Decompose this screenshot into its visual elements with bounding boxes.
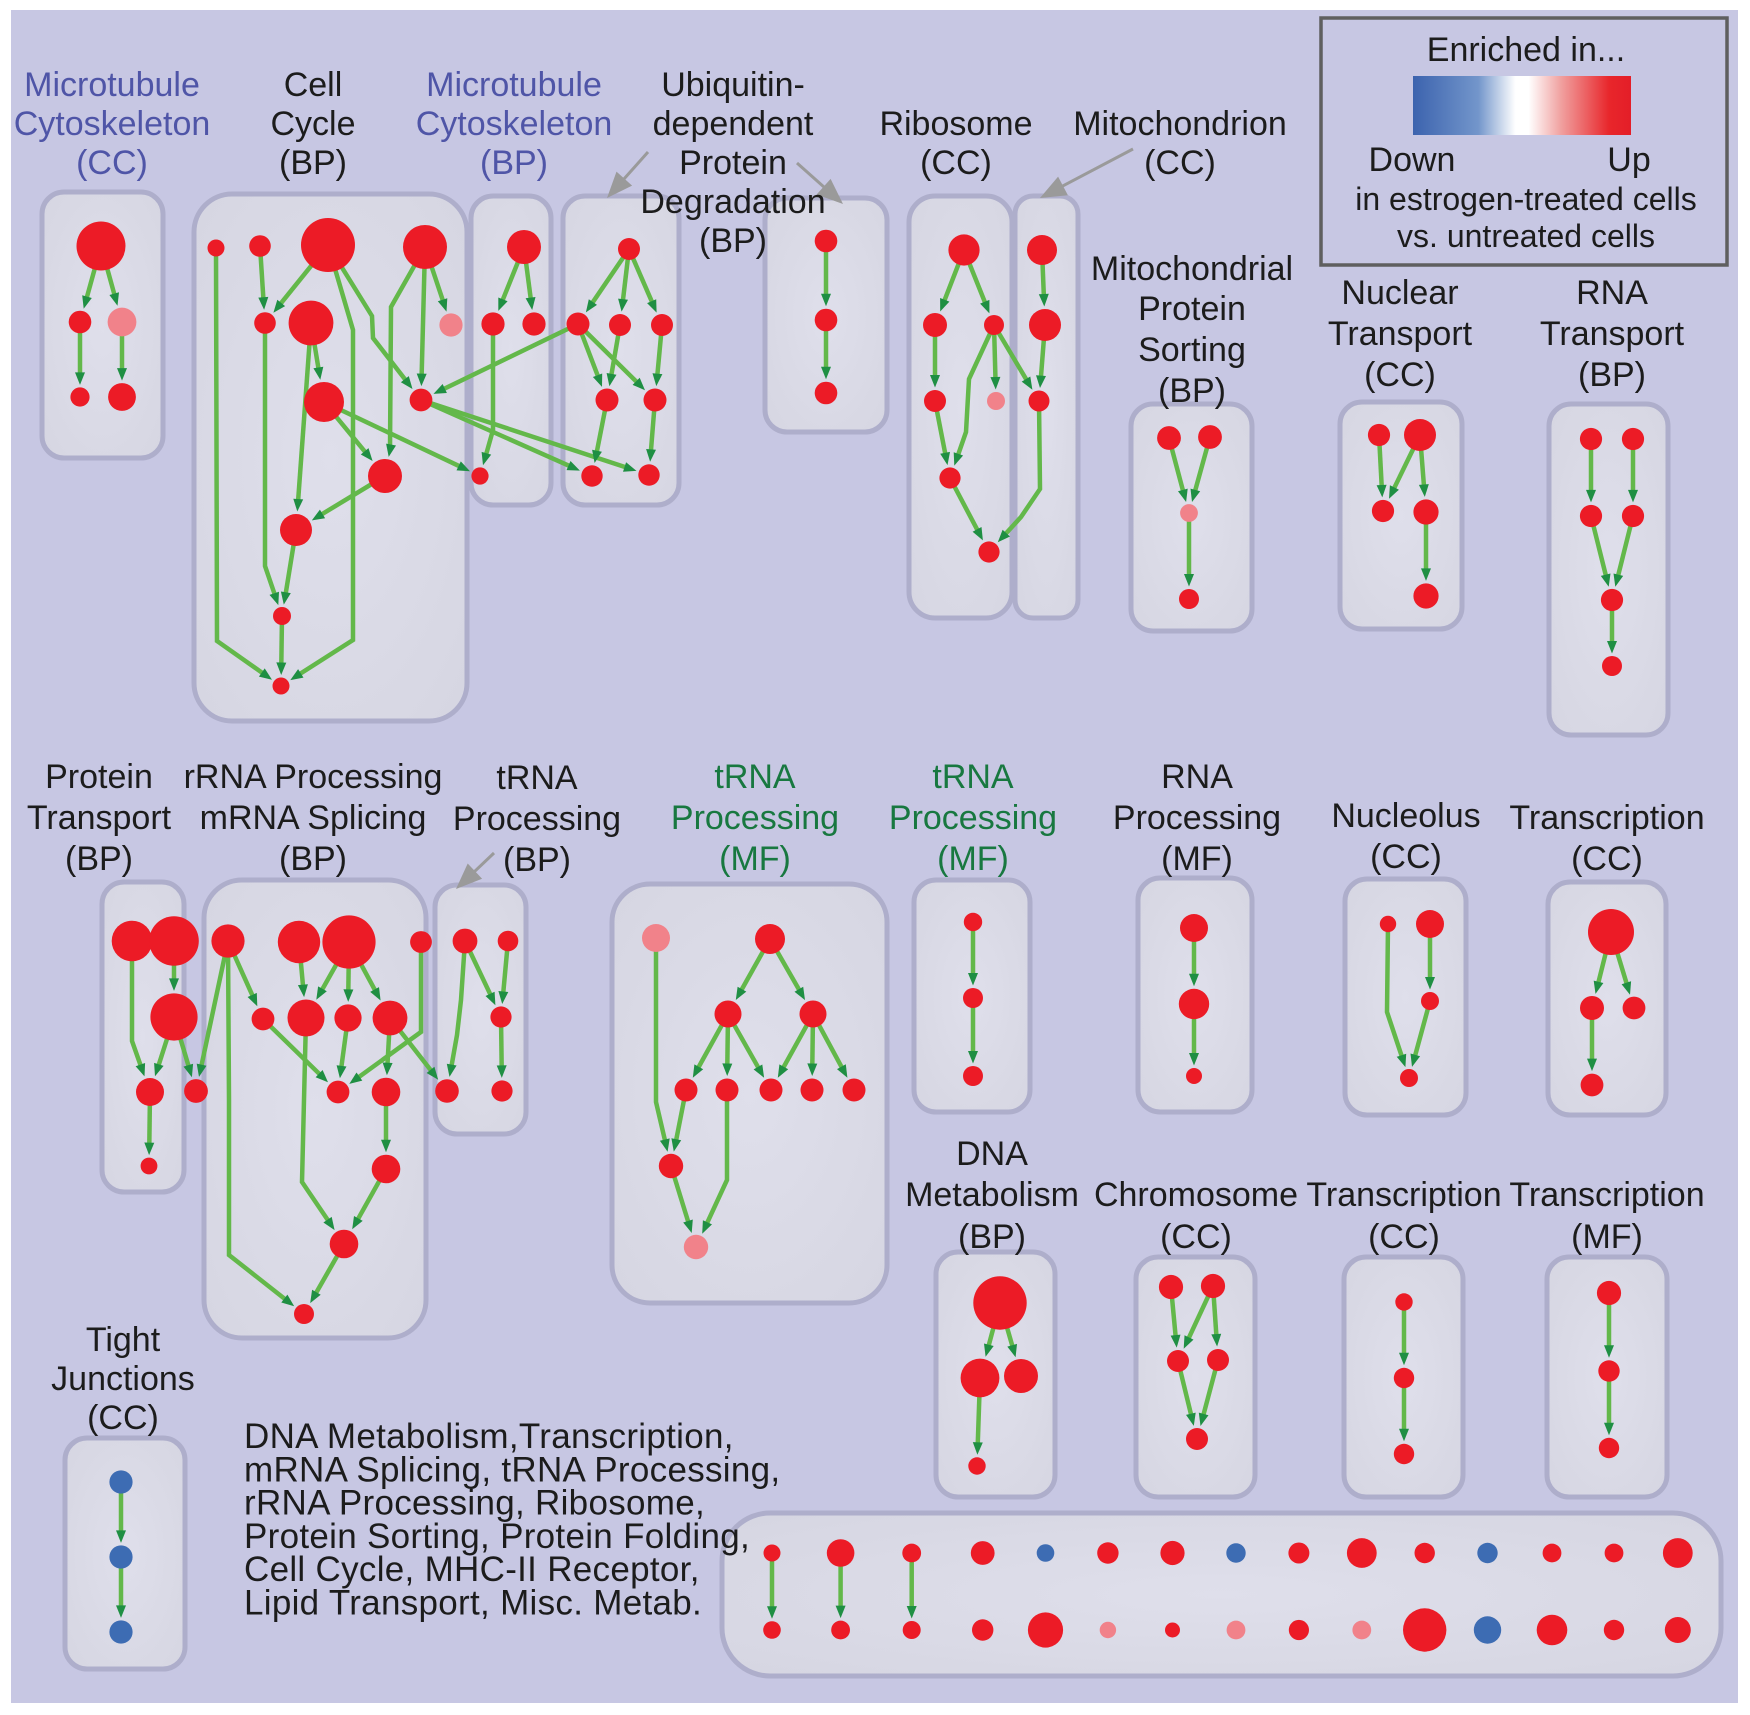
svg-text:Mitochondrion: Mitochondrion xyxy=(1073,105,1287,143)
svg-text:Protein: Protein xyxy=(1138,290,1246,328)
svg-text:Lipid Transport, Misc. Metab.: Lipid Transport, Misc. Metab. xyxy=(244,1584,702,1623)
svg-text:tRNA: tRNA xyxy=(714,758,796,796)
svg-text:(MF): (MF) xyxy=(1571,1218,1643,1256)
svg-text:Processing: Processing xyxy=(453,800,621,838)
svg-text:Enriched in...: Enriched in... xyxy=(1427,31,1625,69)
svg-text:Tight: Tight xyxy=(86,1321,161,1359)
svg-text:Cytoskeleton: Cytoskeleton xyxy=(416,105,613,143)
svg-text:Ribosome: Ribosome xyxy=(879,105,1032,143)
svg-text:(CC): (CC) xyxy=(1144,144,1216,182)
svg-text:Protein: Protein xyxy=(679,144,787,182)
svg-text:Cytoskeleton: Cytoskeleton xyxy=(14,105,211,143)
svg-text:Transcription: Transcription xyxy=(1306,1176,1501,1214)
svg-text:(CC): (CC) xyxy=(1370,838,1442,876)
svg-text:Cell: Cell xyxy=(284,66,343,104)
svg-text:Cell Cycle, MHC-II Receptor,: Cell Cycle, MHC-II Receptor, xyxy=(244,1550,700,1589)
svg-text:(BP): (BP) xyxy=(699,222,767,260)
svg-text:mRNA Splicing: mRNA Splicing xyxy=(200,799,427,837)
svg-text:Protein Sorting, Protein Foldi: Protein Sorting, Protein Folding, xyxy=(244,1517,750,1556)
svg-text:(BP): (BP) xyxy=(279,144,347,182)
svg-text:(BP): (BP) xyxy=(958,1218,1026,1256)
svg-text:(CC): (CC) xyxy=(87,1399,159,1437)
svg-text:Transport: Transport xyxy=(1540,315,1685,353)
svg-text:Sorting: Sorting xyxy=(1138,331,1246,369)
svg-text:Protein: Protein xyxy=(45,758,153,796)
svg-text:(BP): (BP) xyxy=(503,841,571,879)
svg-text:DNA Metabolism,Transcription,: DNA Metabolism,Transcription, xyxy=(244,1417,734,1456)
svg-text:Ubiquitin-: Ubiquitin- xyxy=(661,66,805,104)
svg-text:Junctions: Junctions xyxy=(51,1360,195,1398)
svg-text:(MF): (MF) xyxy=(719,840,791,878)
svg-text:Nuclear: Nuclear xyxy=(1341,274,1458,312)
svg-text:Processing: Processing xyxy=(889,799,1057,837)
svg-text:Processing: Processing xyxy=(671,799,839,837)
svg-text:Transcription: Transcription xyxy=(1509,799,1704,837)
svg-text:Up: Up xyxy=(1607,141,1650,179)
svg-text:Down: Down xyxy=(1369,141,1456,179)
svg-text:(CC): (CC) xyxy=(1571,840,1643,878)
svg-text:(BP): (BP) xyxy=(1158,372,1226,410)
svg-text:(CC): (CC) xyxy=(1368,1218,1440,1256)
svg-text:(BP): (BP) xyxy=(279,840,347,878)
svg-text:mRNA Splicing, tRNA Processing: mRNA Splicing, tRNA Processing, xyxy=(244,1450,780,1489)
svg-text:rRNA Processing: rRNA Processing xyxy=(184,758,443,796)
svg-text:Degradation: Degradation xyxy=(640,183,825,221)
svg-text:Microtubule: Microtubule xyxy=(426,66,602,104)
svg-text:Transport: Transport xyxy=(1328,315,1473,353)
svg-text:Metabolism: Metabolism xyxy=(905,1176,1079,1214)
svg-text:(BP): (BP) xyxy=(480,144,548,182)
svg-text:RNA: RNA xyxy=(1576,274,1648,312)
svg-text:(BP): (BP) xyxy=(1578,356,1646,394)
svg-text:Transport: Transport xyxy=(27,799,172,837)
svg-text:(CC): (CC) xyxy=(76,144,148,182)
svg-text:Processing: Processing xyxy=(1113,799,1281,837)
svg-text:(CC): (CC) xyxy=(920,144,992,182)
svg-text:tRNA: tRNA xyxy=(932,758,1014,796)
svg-text:Chromosome: Chromosome xyxy=(1094,1176,1298,1214)
svg-text:(CC): (CC) xyxy=(1160,1218,1232,1256)
svg-text:Nucleolus: Nucleolus xyxy=(1331,797,1480,835)
svg-text:(BP): (BP) xyxy=(65,840,133,878)
svg-text:RNA: RNA xyxy=(1161,758,1233,796)
svg-text:dependent: dependent xyxy=(653,105,814,143)
svg-text:Mitochondrial: Mitochondrial xyxy=(1091,250,1293,288)
svg-text:tRNA: tRNA xyxy=(496,759,578,797)
svg-text:Cycle: Cycle xyxy=(270,105,355,143)
svg-text:(MF): (MF) xyxy=(1161,840,1233,878)
svg-text:DNA: DNA xyxy=(956,1135,1028,1173)
svg-text:(CC): (CC) xyxy=(1364,356,1436,394)
svg-text:Transcription: Transcription xyxy=(1509,1176,1704,1214)
svg-text:vs. untreated cells: vs. untreated cells xyxy=(1397,218,1655,254)
svg-text:Microtubule: Microtubule xyxy=(24,66,200,104)
svg-text:in estrogen-treated cells: in estrogen-treated cells xyxy=(1355,181,1697,217)
svg-text:rRNA Processing, Ribosome,: rRNA Processing, Ribosome, xyxy=(244,1484,705,1523)
svg-text:(MF): (MF) xyxy=(937,840,1009,878)
